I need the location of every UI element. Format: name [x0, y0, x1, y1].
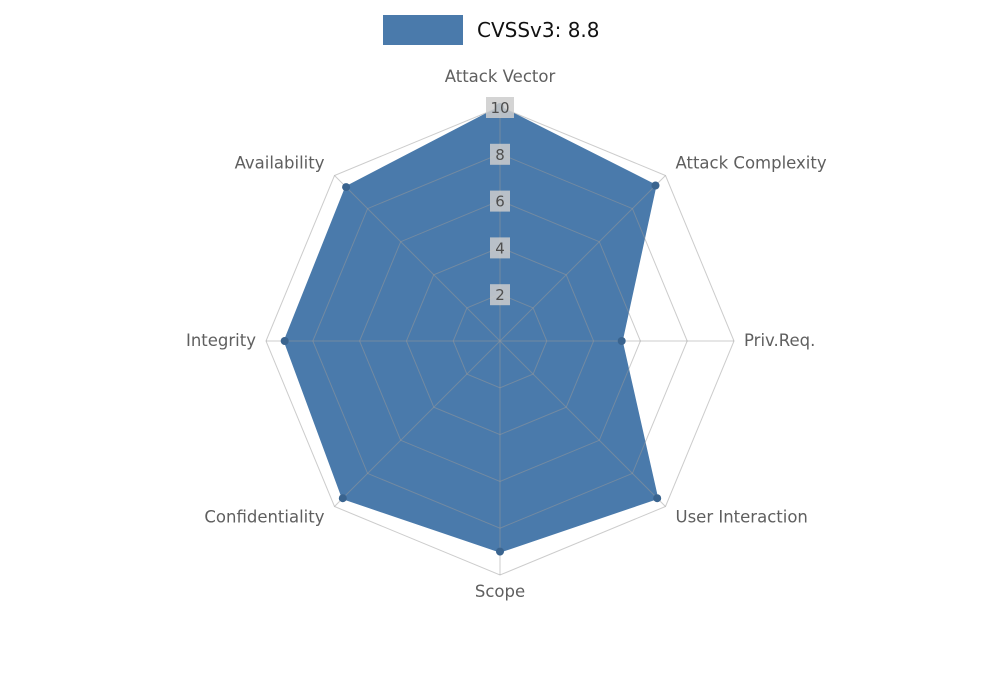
data-point-marker: [653, 494, 662, 503]
axis-label: Confidentiality: [204, 508, 324, 527]
axis-spoke: [499, 340, 666, 507]
tick-label: 4: [495, 239, 505, 257]
data-point-marker: [496, 547, 504, 556]
tick-label: 10: [490, 99, 509, 117]
data-point-marker: [342, 183, 351, 192]
data-point-marker: [338, 494, 347, 503]
tick-label-bg: [490, 190, 510, 212]
legend-label: CVSSv3: 8.8: [477, 18, 600, 42]
legend-swatch: [383, 15, 463, 45]
axis-label: User Interaction: [676, 508, 808, 527]
axis-spoke: [499, 175, 666, 342]
tick-label-bg: [490, 237, 510, 259]
tick-label: 8: [495, 146, 505, 164]
axis-spoke: [334, 340, 501, 507]
axis-label: Integrity: [186, 331, 256, 350]
tick-label-bg: [486, 97, 514, 118]
data-point-marker: [617, 337, 626, 345]
tick-label: 2: [495, 286, 505, 304]
axis-label: Attack Complexity: [676, 154, 827, 173]
axis-label: Attack Vector: [445, 67, 556, 86]
axis-label: Priv.Req.: [744, 331, 815, 350]
data-polygon: [283, 105, 659, 553]
tick-label: 6: [495, 193, 505, 211]
axis-spoke: [334, 175, 501, 342]
tick-label-bg: [490, 284, 510, 306]
axis-label: Availability: [235, 154, 325, 173]
chart-legend[interactable]: CVSSv3: 8.8: [383, 15, 600, 45]
data-point-marker: [280, 337, 289, 345]
axis-label: Scope: [475, 582, 525, 601]
tick-label-bg: [490, 143, 510, 165]
data-point-marker: [651, 181, 660, 190]
